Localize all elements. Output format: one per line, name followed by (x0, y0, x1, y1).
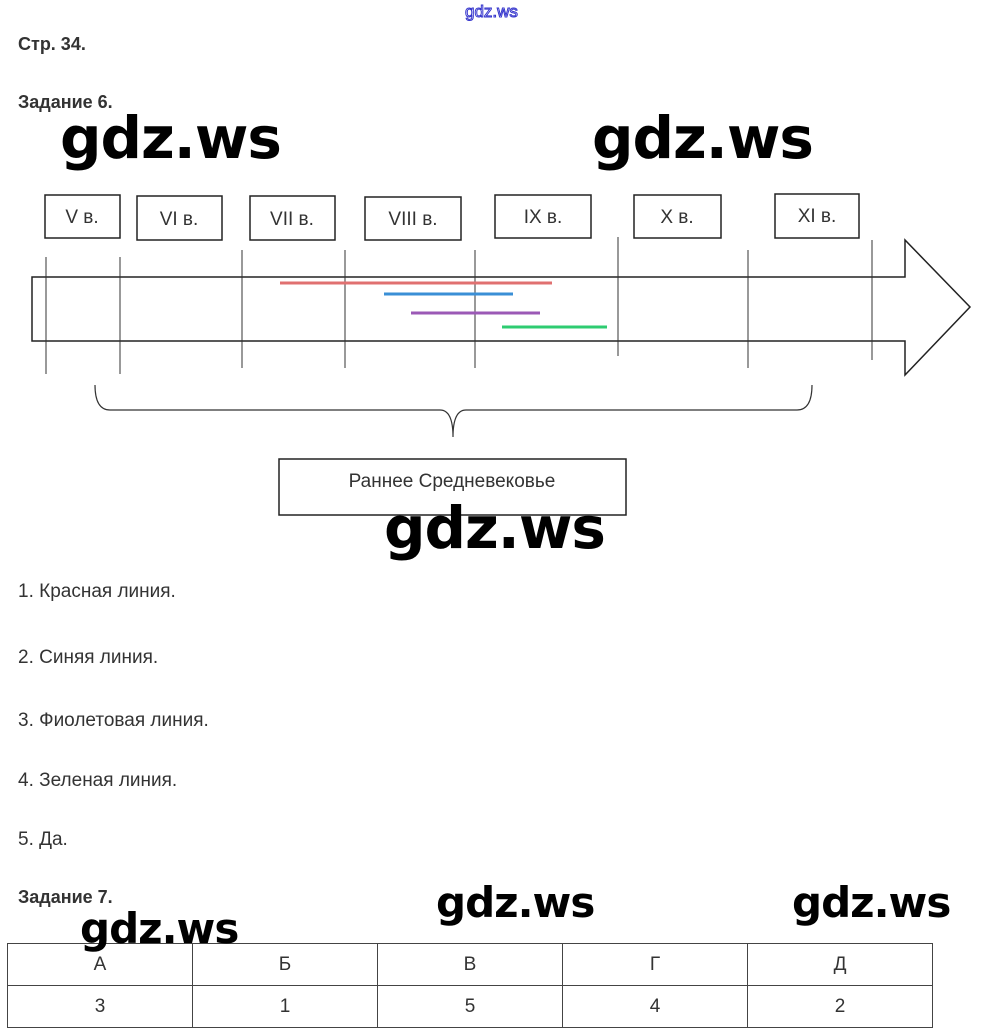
watermark: gdz.ws (384, 494, 606, 562)
century-box (633, 194, 722, 239)
answer: 1. Красная линия. (18, 581, 176, 602)
period-label: Раннее Средневековье (349, 471, 556, 492)
century-label: V в. (65, 207, 98, 228)
brace (94, 384, 813, 438)
table-header-row: А Б В Г Д (7, 943, 933, 986)
century-box (249, 195, 336, 241)
timeline-arrow (31, 238, 972, 377)
century-box (494, 194, 592, 239)
watermark-top: gdz.ws (465, 2, 519, 22)
century-box (774, 193, 860, 239)
value-cell: 3 (7, 985, 193, 1028)
century-label: XI в. (798, 206, 837, 227)
century-label: X в. (660, 207, 693, 228)
watermark: gdz.ws (436, 878, 595, 927)
century-label: VI в. (160, 209, 199, 230)
table-row: 3 1 5 4 2 (7, 985, 933, 1028)
answer: 3. Фиолетовая линия. (18, 710, 209, 731)
answer: 2. Синяя линия. (18, 647, 159, 668)
task7-title: Задание 7. (18, 887, 113, 907)
century-box (136, 195, 223, 241)
page-label: Стр. 34. (18, 34, 86, 54)
timeline-diagram: V в. VI в. VII в. VIII в. IX в. X в. XI … (31, 193, 972, 516)
century-label: VII в. (270, 209, 314, 230)
value-cell: 5 (377, 985, 563, 1028)
answer: 4. Зеленая линия. (18, 770, 178, 791)
header-cell: Г (562, 943, 748, 986)
header-cell: В (377, 943, 563, 986)
answer-table: А Б В Г Д 3 1 5 4 2 (7, 943, 933, 1028)
period-box (278, 458, 627, 516)
watermark: gdz.ws (592, 104, 814, 172)
century-box (364, 196, 462, 241)
watermark: gdz.ws (80, 904, 239, 953)
value-cell: 4 (562, 985, 748, 1028)
header-cell: Д (747, 943, 933, 986)
watermark: gdz.ws (60, 104, 282, 172)
task6-title: Задание 6. (18, 92, 113, 112)
answer: 5. Да. (18, 829, 68, 850)
value-cell: 1 (192, 985, 378, 1028)
header-cell: Б (192, 943, 378, 986)
century-label: IX в. (524, 207, 563, 228)
century-box (44, 194, 121, 239)
value-cell: 2 (747, 985, 933, 1028)
watermark: gdz.ws (792, 878, 951, 927)
century-label: VIII в. (388, 209, 437, 230)
